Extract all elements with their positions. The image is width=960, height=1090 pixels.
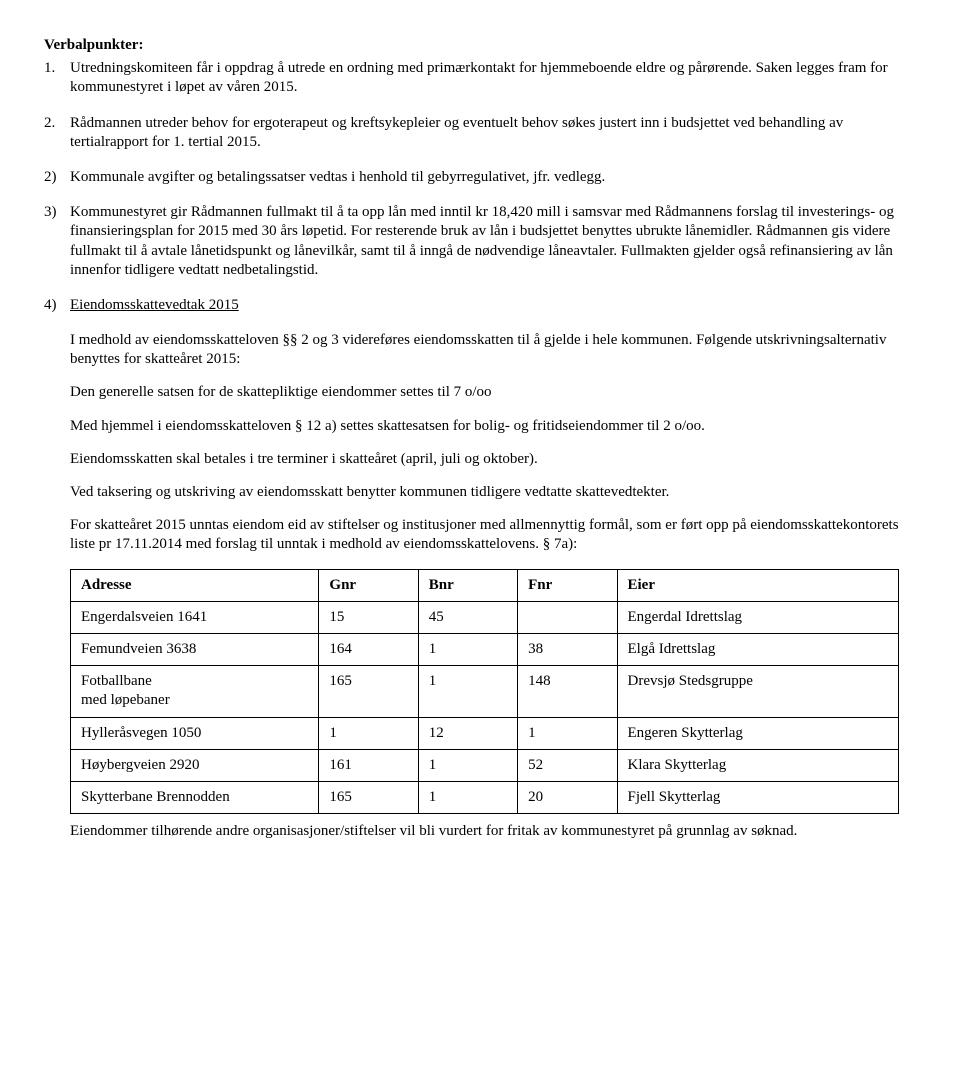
properties-table: Adresse Gnr Bnr Fnr Eier Engerdalsveien …: [70, 569, 899, 815]
item-4-para-b: Den generelle satsen for de skatteplikti…: [70, 383, 916, 402]
table-row: Høybergveien 2920 161 1 52 Klara Skytter…: [71, 749, 899, 781]
header-gnr: Gnr: [319, 569, 418, 601]
cell-bnr: 1: [418, 749, 517, 781]
cell-eier: Elgå Idrettslag: [617, 633, 899, 665]
cell-gnr: 15: [319, 601, 418, 633]
header-adresse: Adresse: [71, 569, 319, 601]
cell-fnr: 148: [518, 666, 617, 717]
header-fnr: Fnr: [518, 569, 617, 601]
cell-fnr: 38: [518, 633, 617, 665]
item-2-text: Kommunale avgifter og betalingssatser ve…: [70, 168, 916, 187]
table-row: Skytterbane Brennodden 165 1 20 Fjell Sk…: [71, 781, 899, 813]
cell-gnr: 164: [319, 633, 418, 665]
item-4-para-g: Eiendommer tilhørende andre organisasjon…: [70, 822, 916, 841]
item-1b-number: 2.: [44, 114, 70, 152]
cell-eier: Engerdal Idrettslag: [617, 601, 899, 633]
item-4-para-d: Eiendomsskatten skal betales i tre termi…: [70, 450, 916, 469]
cell-bnr: 1: [418, 633, 517, 665]
verbalpunkter-list: 1. Utredningskomiteen får i oppdrag å ut…: [44, 59, 916, 315]
table-body: Engerdalsveien 1641 15 45 Engerdal Idret…: [71, 601, 899, 813]
cell-adresse: Høybergveien 2920: [71, 749, 319, 781]
item-2-number: 2): [44, 168, 70, 187]
item-1b: 2. Rådmannen utreder behov for ergoterap…: [44, 114, 916, 152]
item-1-text-a: Utredningskomiteen får i oppdrag å utred…: [70, 59, 916, 97]
item-3-text: Kommunestyret gir Rådmannen fullmakt til…: [70, 203, 916, 280]
item-1b-text: Rådmannen utreder behov for ergoterapeut…: [70, 114, 916, 152]
cell-adresse: Fotballbane med løpebaner: [71, 666, 319, 717]
table-header-row: Adresse Gnr Bnr Fnr Eier: [71, 569, 899, 601]
item-4-para-c: Med hjemmel i eiendomsskatteloven § 12 a…: [70, 417, 916, 436]
cell-eier: Drevsjø Stedsgruppe: [617, 666, 899, 717]
item-2: 2) Kommunale avgifter og betalingssatser…: [44, 168, 916, 187]
cell-eier: Klara Skytterlag: [617, 749, 899, 781]
item-4-number: 4): [44, 296, 70, 315]
item-4-body: I medhold av eiendomsskatteloven §§ 2 og…: [70, 331, 916, 841]
header-eier: Eier: [617, 569, 899, 601]
cell-gnr: 165: [319, 781, 418, 813]
header-bnr: Bnr: [418, 569, 517, 601]
table-row: Femundveien 3638 164 1 38 Elgå Idrettsla…: [71, 633, 899, 665]
item-1-number: 1.: [44, 59, 70, 97]
cell-gnr: 1: [319, 717, 418, 749]
cell-adresse: Skytterbane Brennodden: [71, 781, 319, 813]
item-4-para-e: Ved taksering og utskriving av eiendomss…: [70, 483, 916, 502]
cell-fnr: 52: [518, 749, 617, 781]
cell-eier: Engeren Skytterlag: [617, 717, 899, 749]
cell-fnr: [518, 601, 617, 633]
item-4: 4) Eiendomsskattevedtak 2015: [44, 296, 916, 315]
cell-bnr: 45: [418, 601, 517, 633]
cell-adresse: Engerdalsveien 1641: [71, 601, 319, 633]
item-4-title: Eiendomsskattevedtak 2015: [70, 297, 239, 313]
cell-eier: Fjell Skytterlag: [617, 781, 899, 813]
item-3-number: 3): [44, 203, 70, 280]
cell-fnr: 20: [518, 781, 617, 813]
item-4-para-a: I medhold av eiendomsskatteloven §§ 2 og…: [70, 331, 916, 369]
item-4-para-f: For skatteåret 2015 unntas eiendom eid a…: [70, 516, 916, 554]
cell-fnr: 1: [518, 717, 617, 749]
cell-gnr: 161: [319, 749, 418, 781]
cell-bnr: 1: [418, 666, 517, 717]
table-row: Hylleråsvegen 1050 1 12 1 Engeren Skytte…: [71, 717, 899, 749]
table-row: Engerdalsveien 1641 15 45 Engerdal Idret…: [71, 601, 899, 633]
page-title: Verbalpunkter:: [44, 36, 916, 55]
table-row: Fotballbane med løpebaner 165 1 148 Drev…: [71, 666, 899, 717]
cell-adresse: Hylleråsvegen 1050: [71, 717, 319, 749]
cell-adresse: Femundveien 3638: [71, 633, 319, 665]
cell-bnr: 1: [418, 781, 517, 813]
item-1: 1. Utredningskomiteen får i oppdrag å ut…: [44, 59, 916, 97]
item-3: 3) Kommunestyret gir Rådmannen fullmakt …: [44, 203, 916, 280]
cell-bnr: 12: [418, 717, 517, 749]
cell-gnr: 165: [319, 666, 418, 717]
